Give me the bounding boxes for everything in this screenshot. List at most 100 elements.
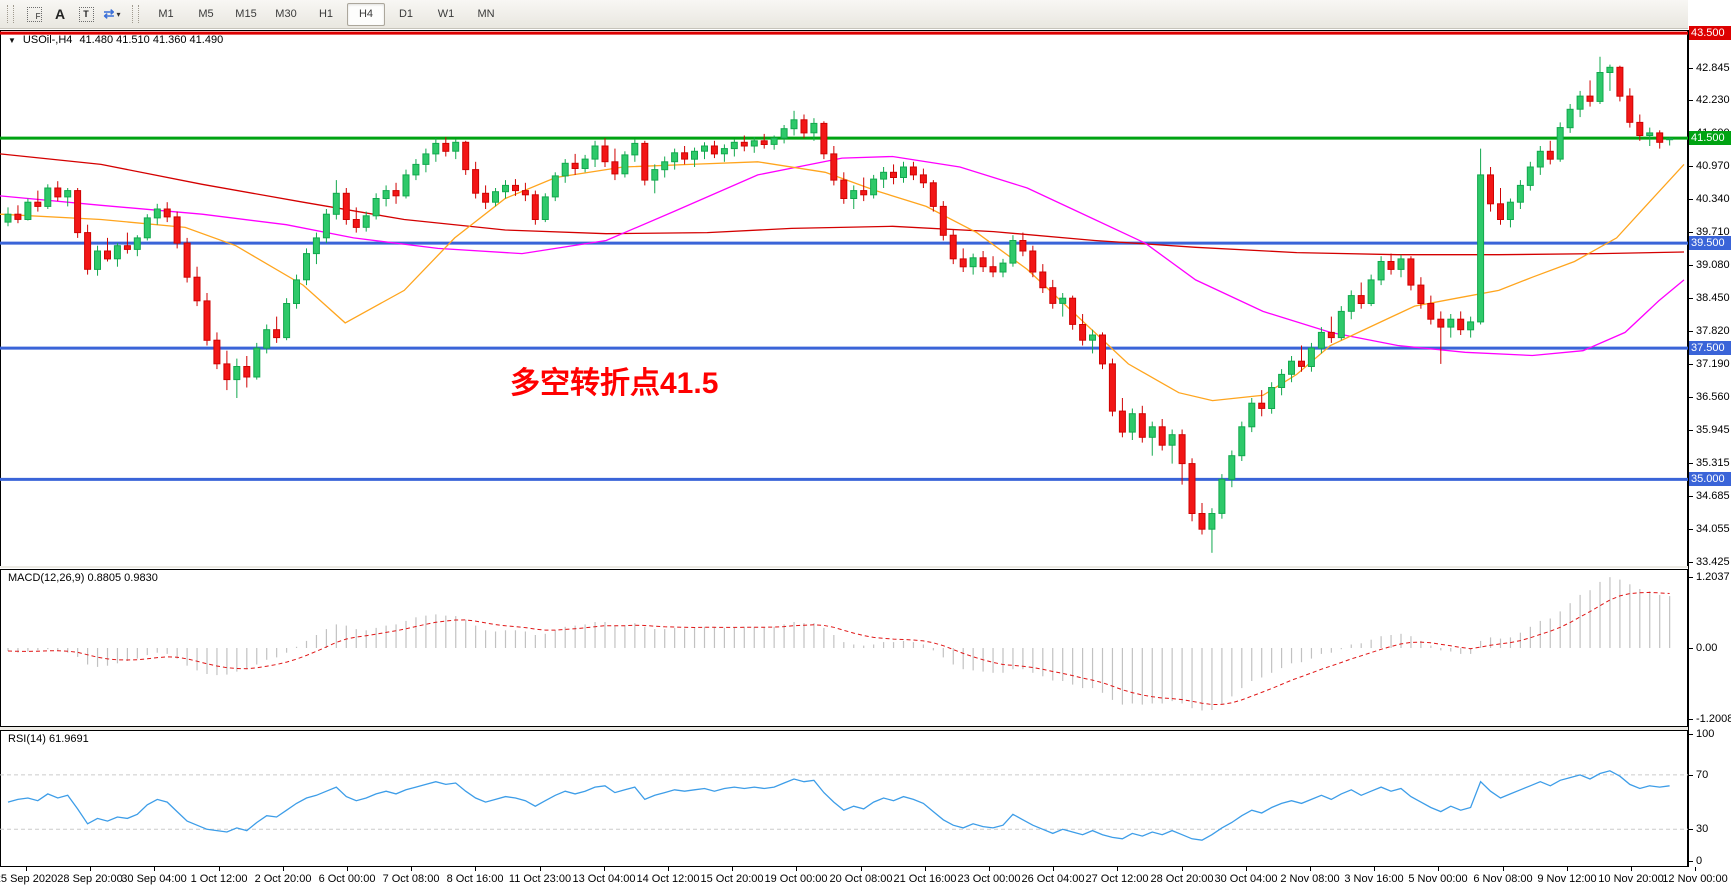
time-axis-label: 1 Oct 12:00 — [190, 873, 248, 885]
toolbar-grip-2[interactable] — [132, 5, 139, 23]
time-axis-tick — [861, 867, 862, 871]
time-axis-label: 2 Oct 20:00 — [254, 873, 312, 885]
price-axis-border — [1688, 30, 1689, 867]
timeframe-button-mn[interactable]: MN — [477, 8, 495, 20]
symbol-dropdown-icon[interactable]: ▼ — [8, 35, 16, 45]
axis-tick-label: 30 — [1696, 823, 1709, 835]
toolbar-grip[interactable] — [7, 5, 14, 23]
panel-splitter[interactable] — [0, 566, 1688, 568]
time-axis-label: 21 Oct 16:00 — [893, 873, 957, 885]
time-axis-label: 28 Sep 20:00 — [57, 873, 123, 885]
frame-f-icon[interactable]: F — [21, 3, 47, 25]
arrow-style-icon[interactable]: ⇄ ▾ — [103, 6, 121, 21]
macd-indicator-label: MACD(12,26,9) 0.8805 0.9830 — [8, 572, 158, 584]
axis-tick-label: 0.00 — [1696, 642, 1718, 654]
time-axis-label: 10 Nov 20:00 — [1598, 873, 1664, 885]
time-axis-tick — [90, 867, 91, 871]
time-axis-tick — [1374, 867, 1375, 871]
timeframe-button-m30[interactable]: M30 — [275, 8, 297, 20]
time-axis-label: 19 Oct 00:00 — [764, 873, 828, 885]
time-axis-tick — [1695, 867, 1696, 871]
time-axis-label: 7 Oct 08:00 — [382, 873, 440, 885]
axis-tick-label: 37.190 — [1696, 358, 1730, 370]
axis-tick-label: 35.945 — [1696, 424, 1730, 436]
timeframe-button-h4[interactable]: H4 — [347, 2, 385, 26]
axis-tick-label: 42.230 — [1696, 94, 1730, 106]
price-axis: 42.84542.23041.60040.97040.34039.71039.0… — [1688, 0, 1731, 894]
time-axis-label: 28 Oct 20:00 — [1150, 873, 1214, 885]
time-axis-tick — [1567, 867, 1568, 871]
time-axis-tick — [1182, 867, 1183, 871]
chart-title: ▼ USOil-,H4 41.480 41.510 41.360 41.490 — [8, 34, 223, 46]
text-label-icon[interactable]: A — [54, 6, 66, 22]
time-axis-label: 5 Nov 00:00 — [1408, 873, 1468, 885]
axis-tick — [1688, 397, 1693, 398]
time-axis-label: 25 Sep 2020 — [0, 873, 58, 885]
axis-tick-label: 34.055 — [1696, 523, 1730, 535]
time-axis-tick — [1438, 867, 1439, 871]
time-axis-label: 30 Sep 04:00 — [121, 873, 187, 885]
axis-tick — [1688, 298, 1693, 299]
axis-tick — [1688, 199, 1693, 200]
axis-tick-label: 1.2037 — [1696, 571, 1730, 583]
time-axis-tick — [347, 867, 348, 871]
axis-tick-label: 39.080 — [1696, 259, 1730, 271]
axis-tick-label: -1.2008 — [1696, 713, 1731, 725]
time-axis-tick — [989, 867, 990, 871]
timeframe-button-m1[interactable]: M1 — [158, 8, 174, 20]
time-axis-tick — [1503, 867, 1504, 871]
timeframe-button-m15[interactable]: M15 — [235, 8, 257, 20]
axis-tick — [1688, 166, 1693, 167]
time-axis-tick — [1053, 867, 1054, 871]
time-axis-tick — [283, 867, 284, 871]
axis-tick — [1688, 364, 1693, 365]
text-box-icon[interactable]: T — [73, 3, 99, 25]
time-axis-tick — [154, 867, 155, 871]
axis-tick — [1688, 232, 1693, 233]
ohlc-values: 41.480 41.510 41.360 41.490 — [79, 34, 224, 46]
axis-tick-label: 35.315 — [1696, 457, 1730, 469]
axis-tick — [1688, 463, 1693, 464]
axis-tick — [1688, 430, 1693, 431]
toolbar: F A T ⇄ ▾ M1 M5 M15 M30 H1 H4 D1 W1 MN — [0, 0, 1731, 29]
timeframe-button-d1[interactable]: D1 — [398, 8, 414, 20]
time-axis-label: 30 Oct 04:00 — [1214, 873, 1278, 885]
time-axis-label: 26 Oct 04:00 — [1021, 873, 1085, 885]
time-axis-tick — [475, 867, 476, 871]
panel-splitter-2[interactable] — [0, 727, 1688, 730]
axis-tick — [1688, 331, 1693, 332]
price-line-badge: 41.500 — [1689, 131, 1731, 145]
timeframe-button-h1[interactable]: H1 — [318, 8, 334, 20]
timeframe-button-w1[interactable]: W1 — [437, 8, 455, 20]
axis-tick — [1688, 648, 1693, 649]
time-axis-label: 12 Nov 00:00 — [1662, 873, 1728, 885]
axis-tick — [1688, 829, 1693, 830]
time-axis-label: 6 Oct 00:00 — [318, 873, 376, 885]
time-axis-tick — [219, 867, 220, 871]
axis-tick — [1688, 562, 1693, 563]
time-axis-label: 15 Oct 20:00 — [700, 873, 764, 885]
axis-tick-label: 38.450 — [1696, 292, 1730, 304]
time-axis-tick — [796, 867, 797, 871]
time-axis-tick — [925, 867, 926, 871]
price-line-badge: 43.500 — [1689, 26, 1731, 40]
time-axis-tick — [540, 867, 541, 871]
dropdown-caret-icon: ▾ — [116, 9, 121, 19]
axis-tick — [1688, 577, 1693, 578]
axis-tick — [1688, 775, 1693, 776]
time-axis-label: 14 Oct 12:00 — [636, 873, 700, 885]
time-axis-tick — [1246, 867, 1247, 871]
rsi-indicator-label: RSI(14) 61.9691 — [8, 733, 89, 745]
axis-tick — [1688, 861, 1693, 862]
time-axis-tick — [604, 867, 605, 871]
chart-canvas[interactable] — [0, 0, 1688, 894]
axis-tick — [1688, 265, 1693, 266]
axis-tick-label: 37.820 — [1696, 325, 1730, 337]
price-line-badge: 39.500 — [1689, 236, 1731, 250]
timeframe-group: M1 M5 M15 M30 H1 H4 D1 W1 MN — [146, 2, 506, 26]
axis-tick — [1688, 496, 1693, 497]
time-axis-label: 2 Nov 08:00 — [1280, 873, 1340, 885]
timeframe-button-m5[interactable]: M5 — [198, 8, 214, 20]
axis-tick-label: 70 — [1696, 769, 1709, 781]
